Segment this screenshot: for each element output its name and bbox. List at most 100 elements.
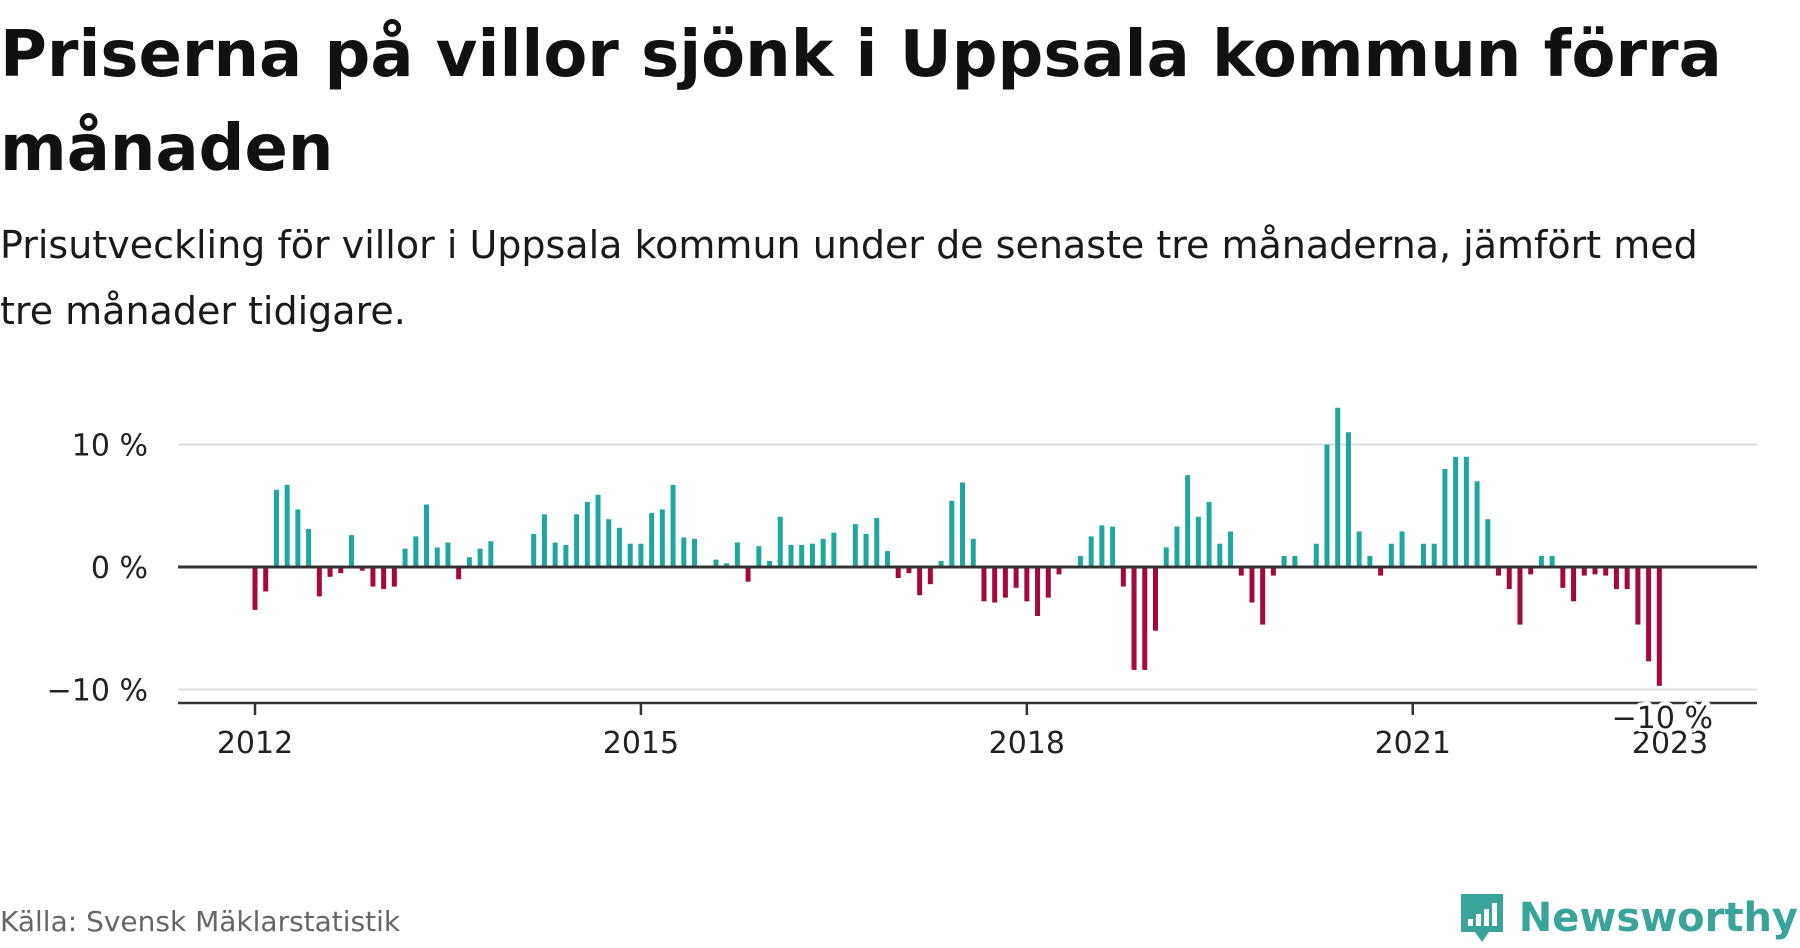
bar <box>456 567 462 580</box>
bar <box>1378 567 1384 576</box>
bar <box>938 560 944 568</box>
bar <box>1345 432 1351 567</box>
bar <box>734 542 740 567</box>
bar <box>809 543 815 567</box>
bar <box>552 542 558 567</box>
chart-subtitle: Prisutveckling för villor i Uppsala komm… <box>0 223 1698 333</box>
bar <box>917 567 923 596</box>
bar <box>445 542 451 567</box>
bar <box>1185 475 1191 568</box>
bar <box>306 529 312 567</box>
bar <box>531 533 537 567</box>
bar <box>1474 481 1480 567</box>
bar <box>1496 567 1502 576</box>
bar <box>1013 567 1019 588</box>
bar <box>981 567 987 602</box>
bar <box>488 541 494 567</box>
bar <box>627 543 633 567</box>
bar <box>1420 543 1426 567</box>
bar <box>906 567 912 574</box>
bar <box>1581 567 1587 576</box>
bar <box>1453 456 1459 567</box>
bar <box>616 527 622 567</box>
bar <box>595 494 601 567</box>
bar <box>1110 526 1116 567</box>
bar <box>820 538 826 567</box>
bar <box>1281 555 1287 567</box>
bar <box>659 509 665 567</box>
bar <box>1292 555 1298 567</box>
bar <box>316 567 322 597</box>
bar <box>1635 567 1641 625</box>
bar <box>1077 555 1083 567</box>
bar-chart: 10 %0 %−10 %2012 2015 2018 2021 2023−10 %−10… <box>47 407 1757 761</box>
bar <box>359 567 365 571</box>
bar <box>284 484 290 567</box>
bar <box>1099 525 1105 567</box>
bar <box>477 548 483 568</box>
bar <box>466 557 472 567</box>
bar <box>1463 456 1469 567</box>
bar <box>1163 547 1169 567</box>
last-value-label-halo: −10 % <box>1612 701 1713 736</box>
bar <box>681 537 687 567</box>
bar <box>777 516 783 567</box>
bar <box>745 567 751 582</box>
bar <box>1624 567 1630 590</box>
bar <box>413 536 419 568</box>
bar <box>1120 567 1126 587</box>
bar <box>852 524 858 568</box>
bar <box>1002 567 1008 598</box>
x-tick-label: 2021 <box>1375 726 1451 761</box>
bar <box>1088 536 1094 568</box>
bar <box>1442 469 1448 567</box>
bar <box>381 567 387 590</box>
bar <box>927 567 933 585</box>
bar <box>992 567 998 603</box>
bar <box>895 567 901 579</box>
bar <box>960 482 966 567</box>
bar <box>884 551 890 567</box>
bar <box>424 504 430 567</box>
bar <box>799 544 805 567</box>
source-note: Källa: Svensk Mäklarstatistik <box>0 905 401 938</box>
bar <box>391 567 397 587</box>
bar <box>348 535 354 567</box>
bar <box>574 514 580 567</box>
bar <box>1056 567 1062 575</box>
bar <box>1656 567 1662 686</box>
bar <box>949 500 955 567</box>
bar <box>1538 555 1544 567</box>
bar <box>670 484 676 567</box>
grid-lines <box>178 443 1757 691</box>
bar <box>1528 567 1534 575</box>
newsworthy-logo-icon <box>1460 894 1503 942</box>
bar <box>831 532 837 567</box>
bar <box>874 518 880 567</box>
bar <box>295 509 301 567</box>
bar <box>1238 567 1244 576</box>
bar <box>724 563 730 567</box>
bar <box>1517 567 1523 625</box>
bar <box>1035 567 1041 616</box>
y-tick-label: −10 % <box>47 674 148 709</box>
axes <box>178 565 1757 715</box>
y-tick-label: 0 % <box>91 551 148 586</box>
bar <box>1646 567 1652 662</box>
bar <box>1142 567 1148 670</box>
bar <box>1152 567 1158 631</box>
bar <box>402 548 408 568</box>
bar <box>713 559 719 567</box>
bar <box>434 547 440 567</box>
bar <box>788 544 794 567</box>
bar <box>692 538 698 567</box>
bar <box>1195 516 1201 567</box>
bars <box>252 407 1662 686</box>
bar <box>541 514 547 567</box>
bar <box>1313 543 1319 567</box>
bar <box>1485 519 1491 567</box>
bar <box>1324 444 1330 567</box>
bar <box>370 567 376 587</box>
chart-title: Priserna på villor sjönk i Uppsala kommu… <box>0 18 1722 186</box>
bar <box>1388 543 1394 567</box>
